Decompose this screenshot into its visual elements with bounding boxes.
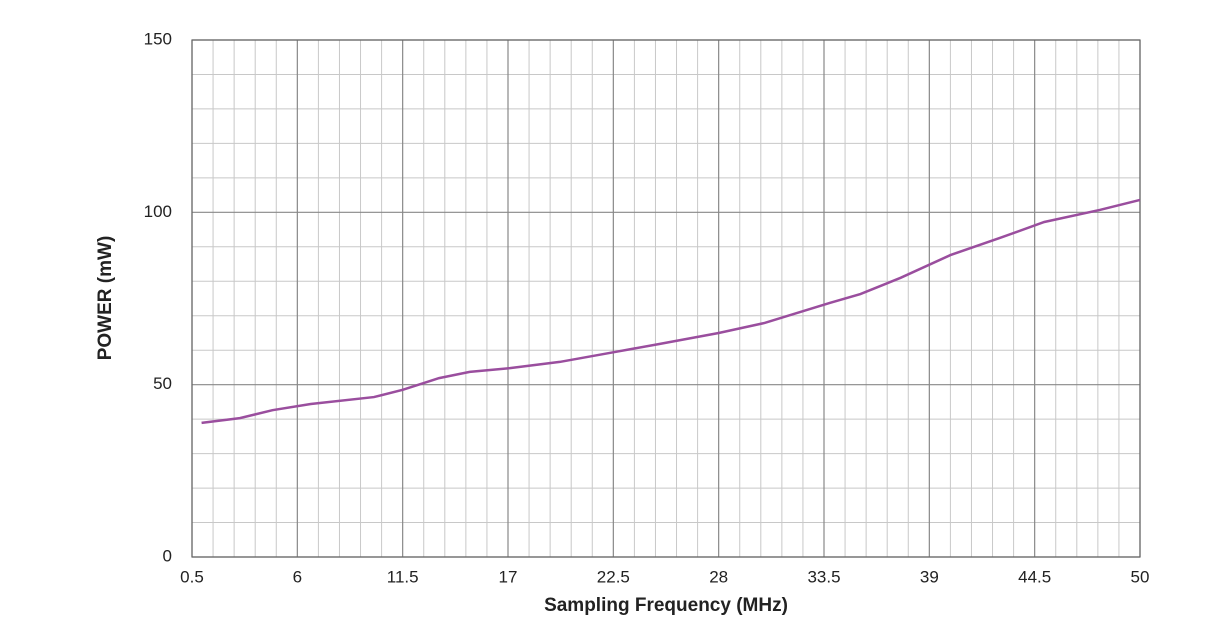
data-line	[201, 198, 1141, 425]
x-tick-label: 50	[1131, 567, 1150, 586]
y-tick-label: 50	[153, 374, 172, 393]
x-tick-label: 22.5	[597, 567, 630, 586]
plot-border	[191, 39, 1141, 558]
x-tick-label: 44.5	[1018, 567, 1051, 586]
x-tick-label: 39	[920, 567, 939, 586]
x-tick-label: 17	[499, 567, 518, 586]
x-tick-label: 6	[293, 567, 302, 586]
x-tick-label: 11.5	[387, 567, 419, 586]
x-axis-title: Sampling Frequency (MHz)	[544, 595, 788, 616]
x-tick-label: 0.5	[180, 567, 204, 586]
y-tick-label: 100	[144, 202, 172, 221]
x-tick-label: 28	[709, 567, 728, 586]
y-tick-label: 0	[163, 546, 172, 565]
y-axis-title: POWER (mW)	[95, 236, 116, 361]
x-tick-label: 33.5	[807, 567, 840, 586]
y-tick-label: 150	[144, 29, 172, 48]
